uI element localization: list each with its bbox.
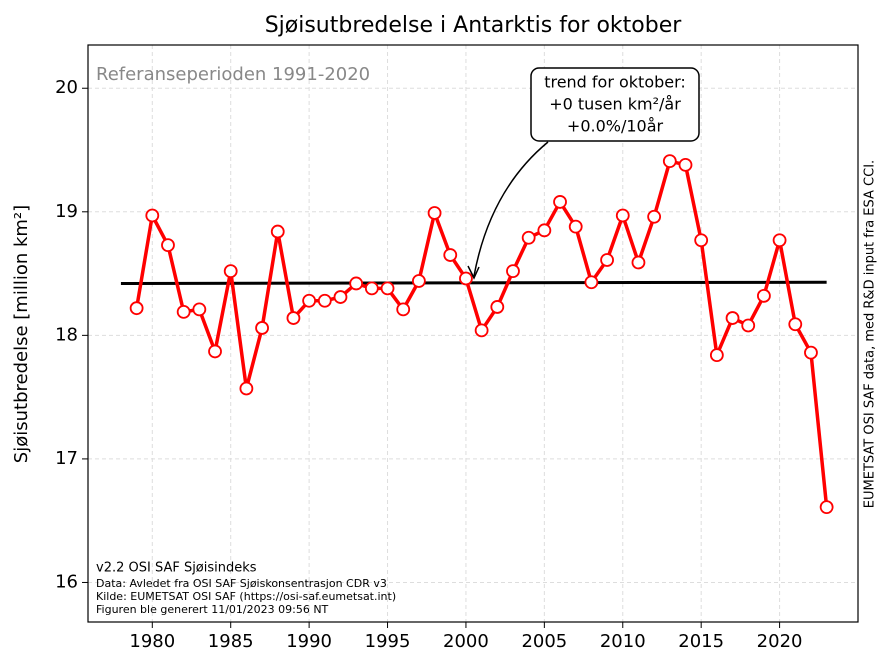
data-point	[662, 154, 677, 169]
data-point	[757, 288, 771, 303]
y-tick-label: 18	[55, 324, 78, 345]
x-tick-label: 1985	[208, 631, 254, 652]
x-tick-label: 2010	[600, 631, 646, 652]
data-point	[270, 224, 285, 239]
data-point	[364, 281, 379, 296]
data-point	[145, 208, 160, 223]
y-axis-label: Sjøisutbredelse [million km²]	[11, 205, 32, 463]
data-point	[380, 281, 395, 296]
y-tick-label: 16	[55, 571, 78, 592]
footnote: Data: Avledet fra OSI SAF Sjøiskonsentra…	[96, 577, 387, 590]
x-tick-label: 1980	[129, 631, 175, 652]
annotation-text: +0 tusen km²/år	[549, 95, 681, 114]
plot-area: 16 17 18 19 20 1980 1985 1990 1995 2000 2005 2010 20…	[55, 44, 859, 652]
side-note: EUMETSAT OSI SAF data, med R&D input fra…	[863, 160, 878, 508]
data-point	[741, 318, 756, 333]
plot-frame	[87, 44, 859, 623]
annotation-text: +0.0%/10år	[567, 117, 664, 136]
data-point	[443, 248, 458, 262]
data-point	[396, 302, 411, 317]
data-point	[192, 302, 207, 317]
data-point	[129, 301, 144, 316]
data-point	[694, 233, 709, 248]
data-point	[474, 323, 489, 338]
data-point	[647, 209, 662, 224]
data-point	[506, 264, 520, 279]
data-point	[600, 253, 614, 267]
data-point	[161, 238, 175, 253]
data-point	[615, 208, 630, 223]
data-point	[459, 271, 473, 286]
x-tick-label: 2015	[678, 631, 724, 652]
chart-title: Sjøisutbredelse i Antarktis for oktober	[265, 13, 683, 38]
footnote: Figuren ble generert 11/01/2023 09:56 NT	[96, 603, 329, 616]
data-point	[427, 206, 442, 220]
data-point	[208, 344, 222, 359]
data-point	[255, 321, 269, 335]
data-point	[678, 157, 693, 172]
data-point	[223, 264, 238, 279]
data-point	[411, 274, 426, 288]
reference-note: Referanseperioden 1991-2020	[96, 64, 370, 85]
footnote: Kilde: EUMETSAT OSI SAF (https://osi-saf…	[96, 590, 396, 603]
data-point	[709, 348, 724, 363]
x-tick-label: 2020	[757, 631, 803, 652]
x-tick-label: 2000	[443, 631, 489, 652]
data-point	[349, 276, 364, 291]
data-point	[176, 304, 191, 319]
data-point	[521, 230, 536, 245]
x-tick-label: 1990	[286, 631, 332, 652]
y-tick-label: 20	[55, 77, 78, 98]
x-tick-label: 1995	[365, 631, 411, 652]
data-point	[788, 317, 803, 332]
annotation-text: trend for oktober:	[544, 73, 686, 92]
footnote: v2.2 OSI SAF Sjøisindeks	[96, 561, 257, 576]
data-point	[568, 219, 583, 234]
annotation-arrow	[473, 141, 549, 277]
data-point	[584, 275, 599, 290]
data-point	[302, 293, 317, 308]
data-point	[553, 195, 567, 209]
data-point	[631, 255, 646, 270]
trend-line	[120, 280, 827, 285]
data-point	[239, 381, 254, 396]
x-tick-label: 2005	[521, 631, 567, 652]
data-point	[819, 500, 834, 514]
annotation-arrowhead	[467, 265, 480, 280]
data-point	[725, 311, 740, 325]
data-point	[317, 293, 332, 308]
data-point	[804, 345, 818, 360]
data-point	[333, 290, 348, 304]
data-point	[490, 300, 505, 314]
data-point	[286, 311, 301, 325]
y-tick-label: 17	[55, 448, 78, 469]
y-tick-label: 19	[55, 201, 78, 222]
data-point	[537, 223, 552, 238]
data-point	[772, 233, 787, 248]
annotation-box	[530, 67, 700, 142]
